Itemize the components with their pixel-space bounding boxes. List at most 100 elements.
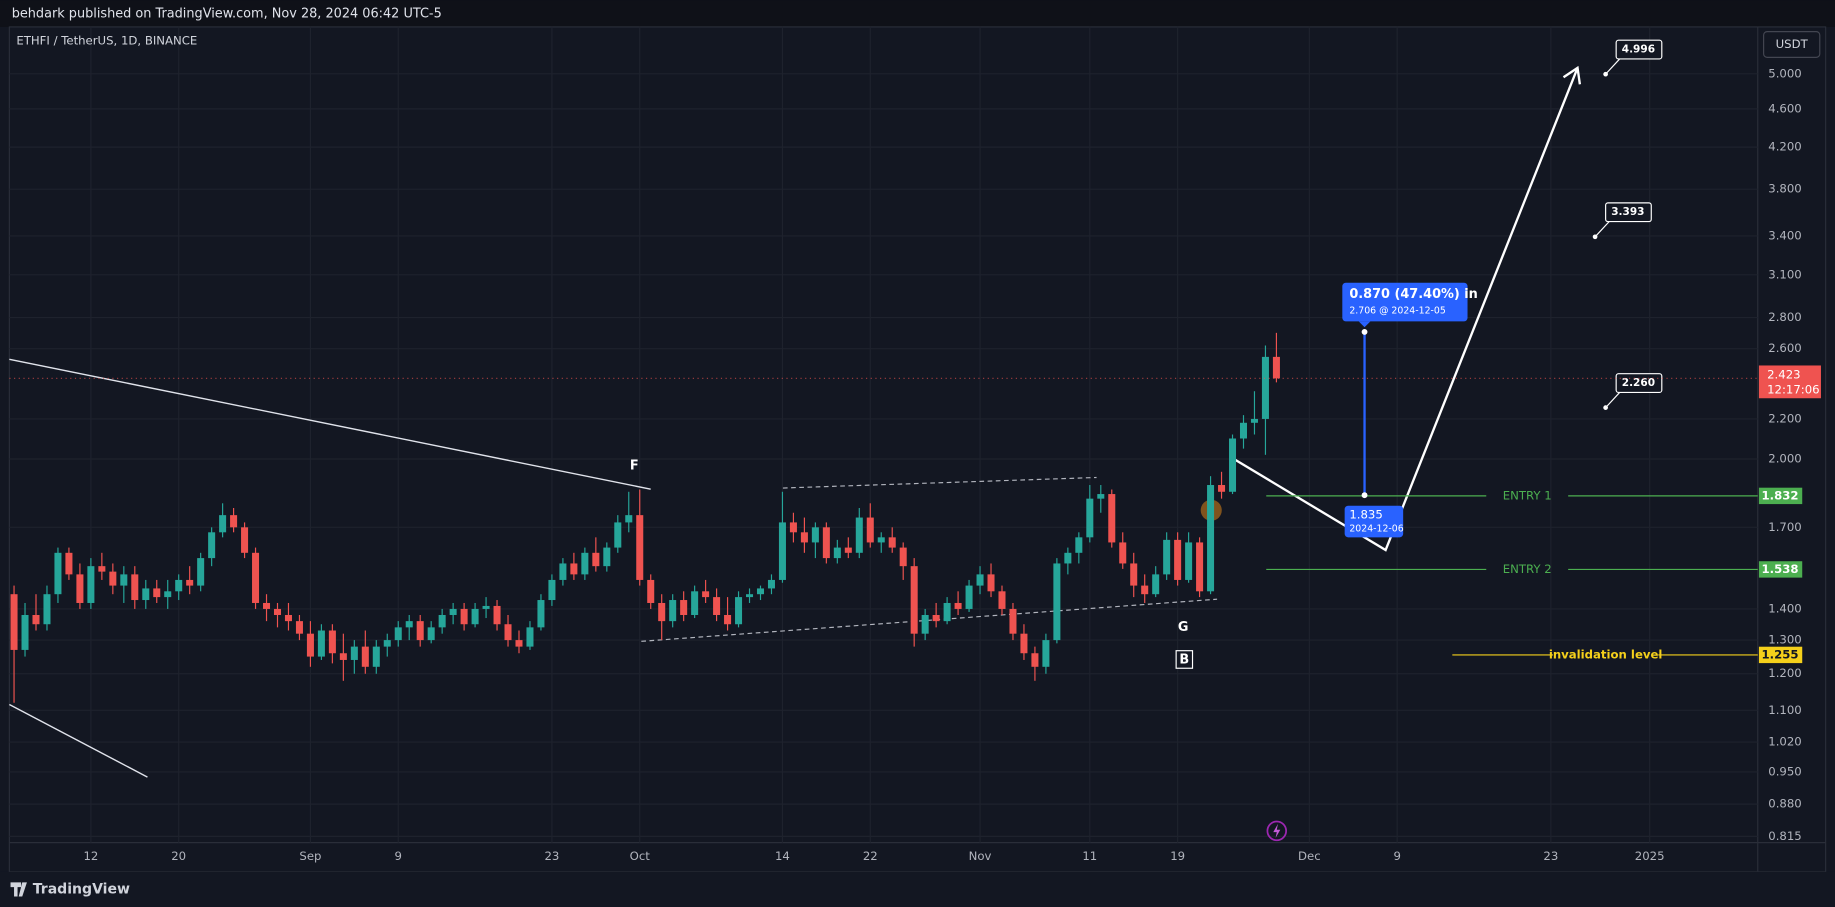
candle-body [65, 552, 73, 575]
x-tick-label: 22 [863, 849, 878, 863]
measure-to-label: 2.706 @ 2024-12-05 [1349, 305, 1446, 316]
candle-body [548, 579, 556, 601]
candle-body [186, 579, 194, 586]
x-tick-label: 9 [395, 849, 402, 863]
y-tick-label: 2.200 [1768, 411, 1801, 425]
candle-body [592, 552, 600, 567]
candle-body [570, 563, 578, 575]
candle-body [471, 608, 479, 625]
level-price-label: 1.832 [1762, 488, 1799, 502]
candle-body [669, 600, 677, 622]
candle-body [888, 537, 896, 548]
measure-from-date: 2024-12-06 [1349, 524, 1403, 535]
candle-body [833, 547, 841, 559]
candle-body [910, 566, 918, 634]
measure-box [1342, 282, 1468, 322]
candle-body [1196, 542, 1204, 592]
y-tick-label: 0.880 [1768, 797, 1801, 811]
candle-body [1130, 563, 1138, 586]
candle-body [263, 602, 271, 609]
candle-body [921, 614, 929, 634]
candle-body [1272, 356, 1280, 379]
level-price-label: 1.255 [1762, 647, 1799, 661]
projection-arrowhead [1562, 65, 1582, 85]
candle-body [284, 614, 292, 622]
last-price-badge [1758, 365, 1821, 399]
candle-body [954, 602, 962, 609]
trend-line [9, 358, 651, 490]
candle-body [1108, 494, 1116, 543]
candle-body [1250, 418, 1258, 423]
candle-body [1218, 485, 1226, 492]
x-tick-label: 19 [1170, 849, 1185, 863]
candle-body [219, 515, 227, 533]
y-tick-label: 1.200 [1768, 666, 1801, 680]
candle-body [76, 574, 84, 603]
candle-body [1119, 542, 1127, 564]
candle-body [680, 600, 688, 615]
symbol-legend: ETHFI / TetherUS, 1D, BINANCE [16, 33, 197, 47]
candle-body [1229, 438, 1237, 492]
y-tick-label: 3.800 [1768, 182, 1801, 196]
candle-body [197, 558, 205, 586]
candle-body [976, 574, 984, 586]
candle-body [625, 515, 633, 523]
candle-body [1009, 608, 1017, 634]
candle-body [537, 600, 545, 628]
candle-body [1064, 552, 1072, 564]
target-callout [1605, 392, 1621, 409]
x-tick-label: Dec [1298, 849, 1321, 863]
x-tick-label: 12 [83, 849, 98, 863]
candle-body [735, 597, 743, 625]
channel-line [782, 476, 1097, 489]
measure-end [1361, 328, 1368, 335]
candle-body [767, 579, 775, 589]
target-callout [1594, 221, 1610, 238]
candle-body [153, 588, 161, 598]
candle-body [702, 591, 710, 598]
projection-path [1232, 67, 1579, 552]
measure-start [1361, 492, 1368, 499]
candle-body [109, 571, 117, 586]
measure-from-box [1344, 505, 1404, 538]
candle-body [1042, 640, 1050, 667]
candle-body [394, 627, 402, 641]
x-tick-label: 20 [171, 849, 186, 863]
x-tick-label: 23 [544, 849, 559, 863]
target-box [1615, 373, 1663, 394]
currency-box[interactable] [1763, 31, 1821, 58]
candle-body [965, 585, 973, 609]
y-tick-label: 2.000 [1768, 452, 1801, 466]
level-price-badge [1758, 487, 1803, 505]
level-price-badge [1758, 561, 1803, 578]
target-box [1605, 202, 1652, 223]
candle-body [822, 527, 830, 559]
candle-body [581, 552, 589, 575]
event-icon[interactable] [1266, 820, 1288, 842]
level-price-badge [1758, 646, 1803, 664]
x-tick-label: Oct [630, 849, 651, 863]
target-box [1615, 39, 1663, 60]
candle-body [131, 574, 139, 601]
y-tick-label: 5.000 [1768, 66, 1801, 80]
candle-body [142, 588, 150, 601]
candle-body [614, 522, 622, 548]
candle-body [405, 621, 413, 628]
y-tick-label: 0.815 [1768, 829, 1801, 843]
footer [0, 871, 1835, 907]
candle-body [98, 566, 106, 572]
candle-body [252, 552, 260, 603]
candle-body [1031, 653, 1039, 667]
candle-body [515, 640, 523, 647]
candle-body [1239, 422, 1248, 439]
x-tick-label: 11 [1082, 849, 1097, 863]
measure-box-pointer [1358, 321, 1371, 328]
target-label: 2.260 [1622, 377, 1655, 389]
candle-body [1086, 498, 1094, 538]
candle-body [877, 537, 885, 543]
brand-logo [10, 882, 27, 897]
candle-body [1163, 539, 1171, 575]
candle-body [43, 594, 51, 625]
